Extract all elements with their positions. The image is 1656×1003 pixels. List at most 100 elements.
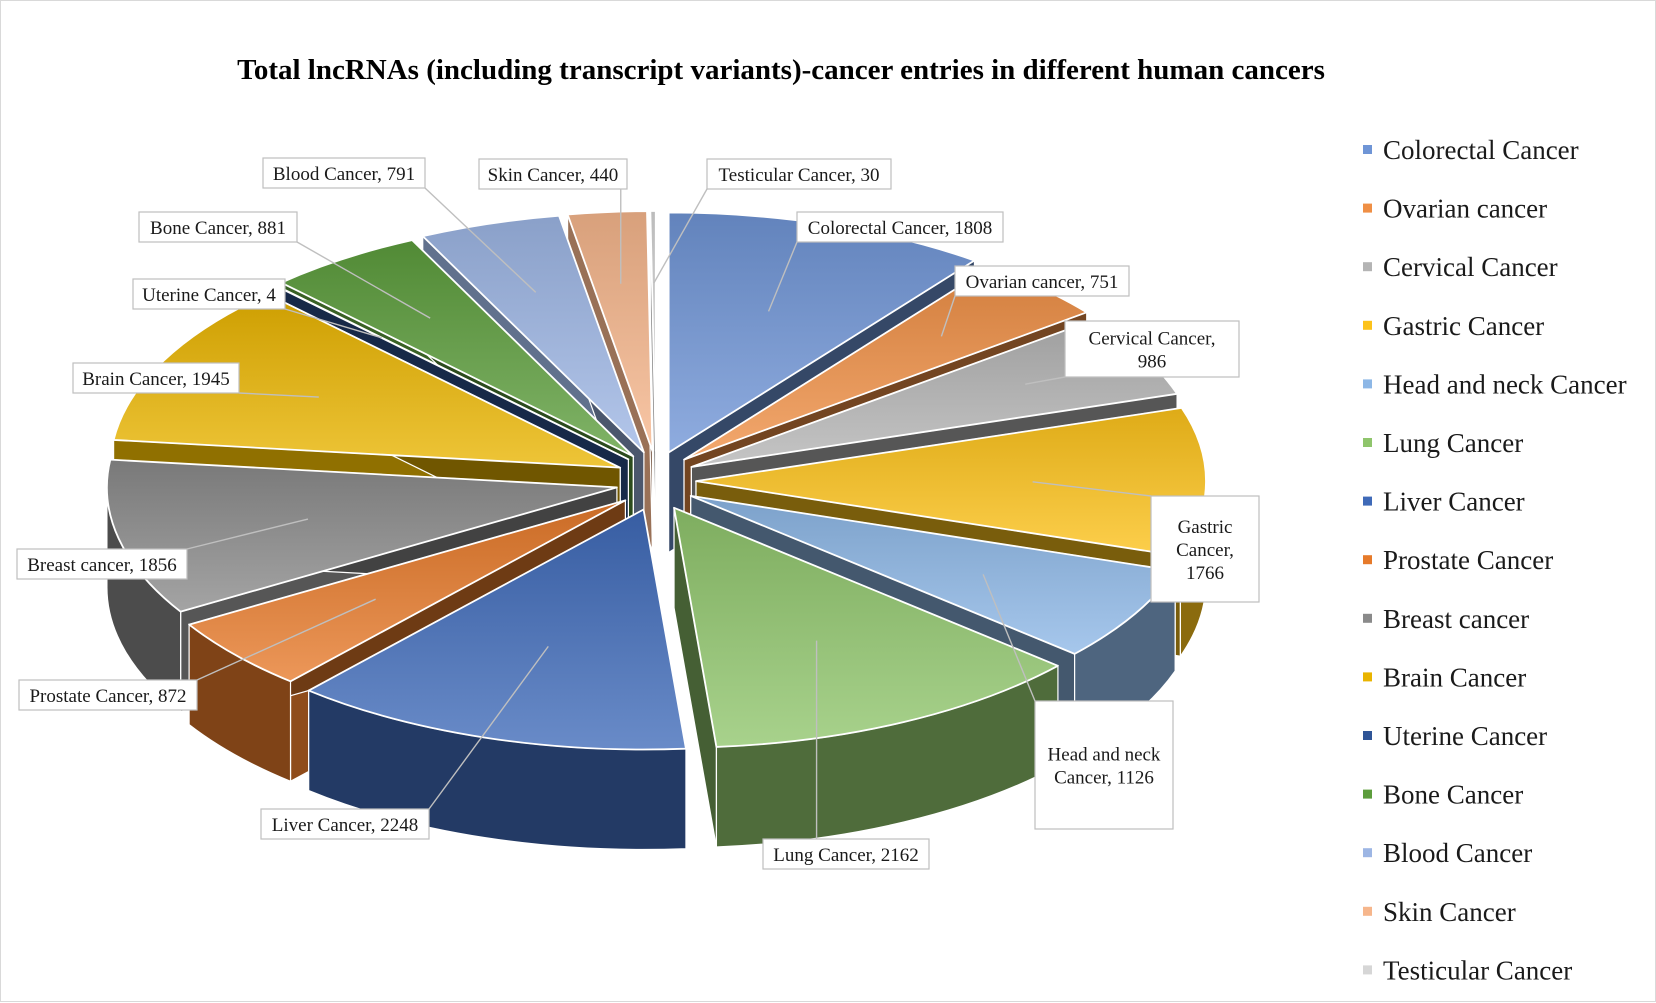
legend-label: Colorectal Cancer	[1383, 135, 1579, 165]
svg-text:Lung Cancer, 2162: Lung Cancer, 2162	[773, 845, 918, 866]
label-leader-lines	[186, 187, 1152, 839]
svg-text:Cancer,: Cancer,	[1176, 540, 1234, 561]
legend-swatch	[1363, 906, 1372, 916]
legend-item-breast-cancer: Breast cancer	[1363, 604, 1529, 634]
legend-swatch	[1363, 379, 1372, 389]
data-label-ovarian-cancer: Ovarian cancer, 751	[954, 265, 1130, 297]
legend-item-prostate-cancer: Prostate Cancer	[1363, 545, 1553, 575]
legend-swatch	[1363, 789, 1372, 799]
data-label-skin-cancer: Skin Cancer, 440	[478, 158, 628, 190]
data-label-liver-cancer: Liver Cancer, 2248	[260, 808, 430, 840]
leader-line-testicular-cancer	[653, 188, 708, 284]
legend-label: Prostate Cancer	[1383, 545, 1553, 575]
leader-line-blood-cancer	[424, 187, 537, 293]
legend-swatch	[1363, 965, 1372, 975]
legend-label: Lung Cancer	[1383, 428, 1523, 458]
data-label-colorectal-cancer: Colorectal Cancer, 1808	[796, 211, 1004, 243]
legend-item-testicular-cancer: Testicular Cancer	[1363, 955, 1572, 985]
svg-text:Gastric: Gastric	[1178, 517, 1233, 538]
svg-text:Uterine Cancer, 4: Uterine Cancer, 4	[142, 285, 276, 306]
svg-text:Testicular Cancer, 30: Testicular Cancer, 30	[719, 165, 880, 186]
pie-slice-liver-cancer	[307, 508, 687, 851]
data-label-brain-cancer: Brain Cancer, 1945	[72, 362, 240, 394]
legend-swatch	[1363, 672, 1372, 682]
legend-label: Uterine Cancer	[1383, 721, 1547, 751]
legend-swatch	[1363, 731, 1372, 740]
svg-text:Liver Cancer, 2248: Liver Cancer, 2248	[272, 815, 418, 836]
pie-slice-lung-cancer	[673, 506, 1059, 848]
leader-line-uterine-cancer	[284, 308, 382, 339]
legend-label: Ovarian cancer	[1383, 194, 1547, 224]
legend: Colorectal Cancer Ovarian cancer Cervical …	[1363, 135, 1627, 985]
legend-swatch	[1363, 262, 1372, 272]
svg-text:Brain Cancer, 1945: Brain Cancer, 1945	[82, 369, 230, 390]
legend-label: Bone Cancer	[1383, 780, 1523, 810]
legend-swatch	[1363, 203, 1372, 213]
legend-swatch	[1363, 438, 1372, 447]
legend-item-bone-cancer: Bone Cancer	[1363, 780, 1523, 810]
leader-line-breast-cancer	[186, 518, 309, 550]
legend-item-head-and-neck-cancer: Head and neck Cancer	[1363, 369, 1627, 399]
svg-text:Skin Cancer, 440: Skin Cancer, 440	[488, 165, 619, 186]
data-label-uterine-cancer: Uterine Cancer, 4	[132, 278, 286, 310]
legend-item-liver-cancer: Liver Cancer	[1363, 487, 1525, 517]
svg-text:Ovarian cancer, 751: Ovarian cancer, 751	[966, 272, 1119, 293]
legend-label: Head and neck Cancer	[1383, 369, 1627, 399]
data-labels: Colorectal Cancer, 1808 Ovarian cancer, 7…	[16, 157, 1260, 870]
legend-label: Skin Cancer	[1383, 897, 1516, 927]
svg-text:Breast cancer, 1856: Breast cancer, 1856	[27, 555, 177, 576]
leader-line-liver-cancer	[428, 645, 549, 810]
legend-label: Liver Cancer	[1383, 487, 1525, 517]
svg-text:Head and neck: Head and neck	[1048, 745, 1161, 766]
data-label-bone-cancer: Bone Cancer, 881	[138, 211, 298, 243]
legend-item-blood-cancer: Blood Cancer	[1363, 838, 1532, 868]
svg-text:1766: 1766	[1186, 563, 1224, 584]
legend-label: Brain Cancer	[1383, 662, 1526, 692]
legend-item-lung-cancer: Lung Cancer	[1363, 428, 1523, 458]
legend-label: Testicular Cancer	[1383, 955, 1572, 985]
legend-label: Gastric Cancer	[1383, 311, 1544, 341]
legend-item-uterine-cancer: Uterine Cancer	[1363, 721, 1547, 751]
legend-item-ovarian-cancer: Ovarian cancer	[1363, 194, 1547, 224]
leader-line-cervical-cancer	[1025, 376, 1066, 385]
legend-label: Breast cancer	[1383, 604, 1529, 634]
leader-line-colorectal-cancer	[767, 241, 798, 312]
legend-item-cervical-cancer: Cervical Cancer	[1363, 252, 1558, 282]
leader-line-gastric-cancer	[1032, 481, 1152, 497]
leader-line-head-and-neck-cancer	[982, 574, 1036, 702]
svg-text:Blood Cancer, 791: Blood Cancer, 791	[273, 164, 415, 185]
legend-item-brain-cancer: Brain Cancer	[1363, 662, 1526, 692]
legend-swatch	[1363, 496, 1372, 506]
pie-slice-testicular-cancer	[649, 210, 657, 552]
legend-swatch	[1363, 145, 1372, 154]
data-label-lung-cancer: Lung Cancer, 2162	[762, 838, 930, 870]
legend-swatch	[1363, 555, 1372, 565]
pie-slices	[106, 210, 1207, 851]
leader-line-bone-cancer	[296, 241, 431, 319]
leader-line-brain-cancer	[238, 392, 319, 398]
data-label-breast-cancer: Breast cancer, 1856	[16, 548, 188, 580]
data-label-blood-cancer: Blood Cancer, 791	[262, 157, 426, 189]
legend-swatch	[1363, 613, 1372, 623]
svg-text:Prostate Cancer, 872: Prostate Cancer, 872	[29, 686, 186, 707]
legend-item-colorectal-cancer: Colorectal Cancer	[1363, 135, 1579, 165]
leader-line-ovarian-cancer	[940, 295, 956, 337]
legend-swatch	[1363, 320, 1372, 330]
data-label-cervical-cancer: Cervical Cancer,986	[1064, 320, 1240, 378]
data-label-testicular-cancer: Testicular Cancer, 30	[706, 158, 892, 190]
svg-text:986: 986	[1138, 352, 1167, 373]
leader-line-prostate-cancer	[196, 598, 376, 681]
svg-text:Colorectal Cancer, 1808: Colorectal Cancer, 1808	[808, 218, 992, 239]
chart-title: Total lncRNAs (including transcript vari…	[237, 54, 1325, 86]
legend-item-skin-cancer: Skin Cancer	[1363, 897, 1516, 927]
legend-label: Cervical Cancer	[1383, 252, 1558, 282]
legend-item-gastric-cancer: Gastric Cancer	[1363, 311, 1544, 341]
svg-text:Cervical Cancer,: Cervical Cancer,	[1089, 329, 1216, 350]
svg-text:Bone Cancer, 881: Bone Cancer, 881	[150, 218, 286, 239]
legend-label: Blood Cancer	[1383, 838, 1532, 868]
legend-swatch	[1363, 848, 1372, 858]
